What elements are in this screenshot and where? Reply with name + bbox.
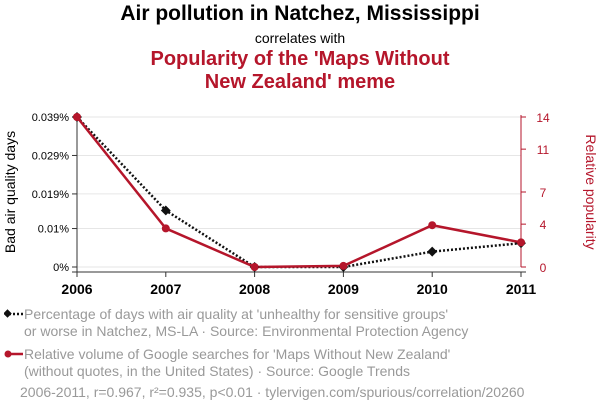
data-point-air-quality — [427, 246, 438, 257]
data-point-google-searches — [250, 263, 259, 271]
y-right-axis-title: Relative popularity — [583, 134, 599, 249]
data-point-google-searches — [161, 224, 170, 233]
x-tick-label: 2006 — [61, 281, 92, 297]
data-point-air-quality — [160, 205, 171, 216]
legend-text-line: Relative volume of Google searches for '… — [24, 346, 451, 362]
x-tick-label: 2007 — [150, 281, 181, 297]
y-left-tick-label: 0% — [53, 262, 69, 274]
chart-title: Air pollution in Natchez, Mississippi — [120, 2, 480, 25]
y-right-tick-label: 0 — [540, 261, 547, 275]
data-point-google-searches — [517, 238, 525, 247]
y-right-tick-label: 4 — [540, 218, 547, 232]
y-right-tick-label: 14 — [536, 111, 550, 125]
legend-text-line: Percentage of days with air quality at '… — [24, 306, 449, 322]
series-air-quality-line — [76, 116, 522, 269]
x-tick-label: 2011 — [506, 281, 537, 297]
y-left-tick-label: 0.029% — [32, 150, 70, 162]
data-point-google-searches — [428, 221, 437, 230]
footer-source: 2006-2011, r=0.967, r²=0.935, p<0.01 · t… — [20, 384, 525, 400]
legend-swatch-dotted-diamond — [4, 309, 23, 318]
x-tick-label: 2009 — [328, 281, 359, 297]
y-left-axis-title: Bad air quality days — [2, 131, 18, 253]
data-point-google-searches — [73, 113, 81, 121]
x-tick-label: 2010 — [417, 281, 448, 297]
y-left-tick-label: 0.01% — [38, 224, 69, 236]
y-right-tick-label: 11 — [537, 143, 550, 157]
chart-title-secondary-line2: New Zealand' meme — [204, 71, 396, 93]
y-right-tick-label: 7 — [540, 186, 547, 200]
legend-text-line: or worse in Natchez, MS-LA · Source: Env… — [24, 323, 469, 339]
chart-title-secondary-line1: Popularity of the 'Maps Without — [150, 48, 450, 70]
legend-swatch-solid-circle — [4, 350, 23, 358]
data-point-google-searches — [339, 261, 348, 270]
chart-title-secondary: Popularity of the 'Maps Without New Zeal… — [0, 48, 600, 94]
legend-text-line: (without quotes, in the United States) ·… — [24, 363, 410, 379]
series-google-searches-line — [76, 116, 522, 269]
y-left-tick-label: 0.019% — [32, 189, 70, 201]
x-tick-label: 2008 — [239, 281, 270, 297]
chart-subtitle: correlates with — [254, 30, 346, 46]
y-left-tick-label: 0.039% — [32, 112, 70, 124]
